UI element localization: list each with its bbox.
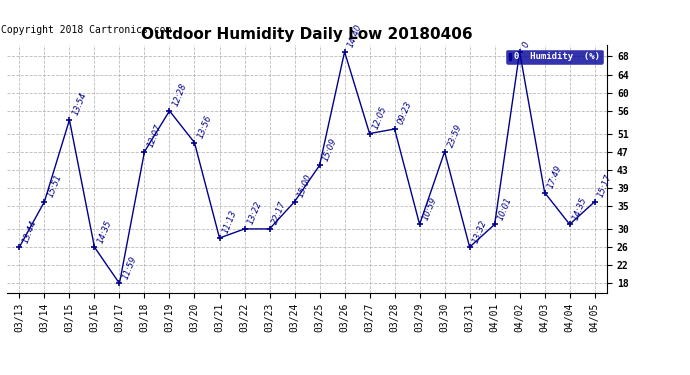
Text: 13:22: 13:22 xyxy=(246,200,264,226)
Text: 11:59: 11:59 xyxy=(121,255,138,280)
Text: 12:07: 12:07 xyxy=(146,123,164,149)
Text: Copyright 2018 Cartronics.com: Copyright 2018 Cartronics.com xyxy=(1,25,171,35)
Text: 13:56: 13:56 xyxy=(196,114,213,140)
Text: 11:13: 11:13 xyxy=(221,209,238,235)
Title: Outdoor Humidity Daily Low 20180406: Outdoor Humidity Daily Low 20180406 xyxy=(141,27,473,42)
Text: 23:59: 23:59 xyxy=(446,123,464,149)
Text: 12:05: 12:05 xyxy=(371,105,388,131)
Text: 10:01: 10:01 xyxy=(496,196,513,222)
Text: 14:35: 14:35 xyxy=(571,196,589,222)
Text: 22:17: 22:17 xyxy=(271,200,288,226)
Text: 13:44: 13:44 xyxy=(21,218,38,244)
Text: 17:49: 17:49 xyxy=(546,164,564,190)
Text: 14:35: 14:35 xyxy=(96,218,113,244)
Legend: 0  Humidity  (%): 0 Humidity (%) xyxy=(506,50,602,64)
Text: 14:40: 14:40 xyxy=(346,23,364,49)
Text: 15:17: 15:17 xyxy=(596,173,613,199)
Text: 15:00: 15:00 xyxy=(296,173,313,199)
Text: 13:54: 13:54 xyxy=(71,91,88,117)
Text: 15:51: 15:51 xyxy=(46,173,63,199)
Text: 0: 0 xyxy=(521,40,531,49)
Text: 13:32: 13:32 xyxy=(471,218,489,244)
Text: 12:28: 12:28 xyxy=(171,82,188,108)
Text: 10:59: 10:59 xyxy=(421,196,438,222)
Text: 09:23: 09:23 xyxy=(396,100,413,126)
Text: 15:09: 15:09 xyxy=(321,136,338,163)
